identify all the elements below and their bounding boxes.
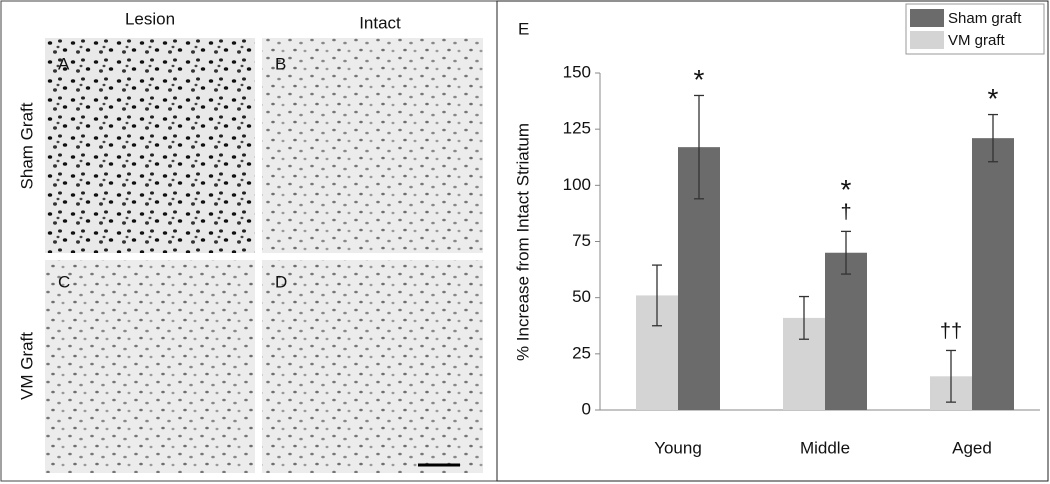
y-tick-label: 0 xyxy=(582,399,591,418)
legend-swatch xyxy=(910,9,944,27)
panel-label: E xyxy=(518,19,529,38)
significance-marker: † xyxy=(840,202,851,224)
bar xyxy=(825,252,867,410)
legend-label: Sham graft xyxy=(948,10,1022,27)
bar xyxy=(972,138,1014,411)
y-axis-label: % Increase from Intact Striatum xyxy=(513,123,532,361)
micrograph xyxy=(45,260,255,473)
x-tick-label: Young xyxy=(654,438,702,457)
column-label: Intact xyxy=(359,13,401,32)
micrograph xyxy=(45,38,255,253)
y-tick-label: 100 xyxy=(563,175,591,194)
legend-swatch xyxy=(910,31,944,49)
panel-label: B xyxy=(275,54,286,73)
y-tick-label: 50 xyxy=(572,287,591,306)
y-tick-label: 25 xyxy=(572,343,591,362)
significance-marker: * xyxy=(841,174,852,205)
row-label: Sham Graft xyxy=(17,102,36,189)
micrograph xyxy=(262,38,483,253)
significance-marker: †† xyxy=(940,321,962,343)
micrograph xyxy=(262,260,483,473)
y-tick-label: 75 xyxy=(572,231,591,250)
column-label: Lesion xyxy=(125,9,175,28)
x-tick-label: Aged xyxy=(952,438,992,457)
panel-label: C xyxy=(58,272,70,291)
significance-marker: * xyxy=(694,64,705,95)
x-tick-label: Middle xyxy=(800,438,850,457)
y-tick-label: 150 xyxy=(563,62,591,81)
legend-label: VM graft xyxy=(948,32,1006,49)
y-tick-label: 125 xyxy=(563,119,591,138)
row-label: VM Graft xyxy=(17,332,36,400)
panel-label: A xyxy=(58,54,70,73)
panel-label: D xyxy=(275,272,287,291)
significance-marker: * xyxy=(988,83,999,114)
